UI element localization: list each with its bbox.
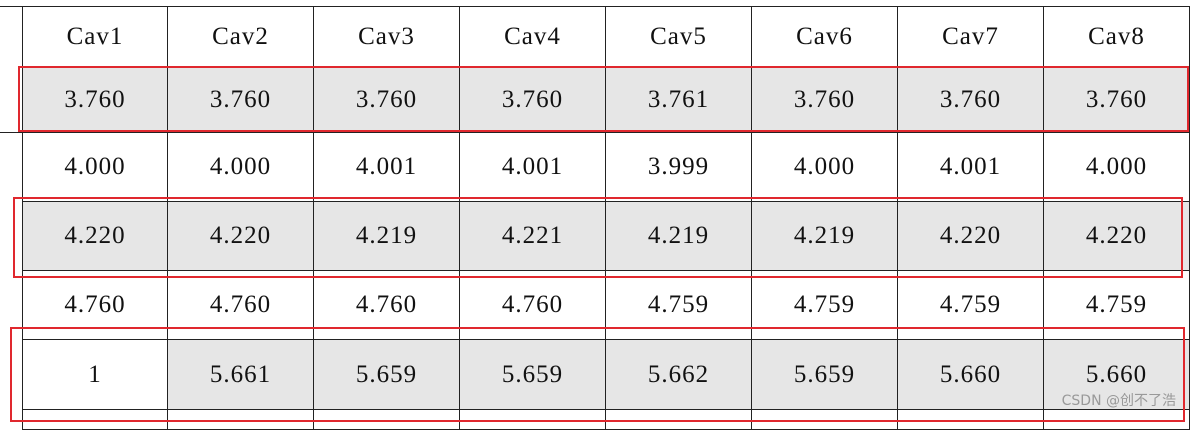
header-cell: Cav3 — [314, 6, 460, 68]
header-cell: Cav6 — [752, 6, 898, 68]
cell: 4.760 — [168, 271, 314, 340]
cell: 3.760 — [1044, 68, 1190, 133]
highlight-box — [10, 327, 1185, 422]
cell: 3.761 — [606, 68, 752, 133]
cell: 5.659 — [460, 340, 606, 410]
cell: 4.219 — [606, 202, 752, 271]
cell: 3.760 — [752, 68, 898, 133]
cell: 4.001 — [314, 133, 460, 202]
page: Cav1 Cav2 Cav3 Cav4 Cav5 Cav6 Cav7 Cav8 3.760 3.7… — [0, 6, 1190, 430]
highlight-box — [13, 197, 1183, 278]
cell: 4.760 — [460, 271, 606, 340]
cell: 4.759 — [752, 271, 898, 340]
cell: 3.760 — [168, 68, 314, 133]
cell: 5.661 — [168, 340, 314, 410]
cell: 3.999 — [606, 133, 752, 202]
header-cell: Cav5 — [606, 6, 752, 68]
highlight-box — [18, 66, 1189, 132]
grid-line — [0, 132, 22, 133]
cell: 4.219 — [752, 202, 898, 271]
cell: 5.660 — [1044, 340, 1190, 410]
cell: 4.001 — [460, 133, 606, 202]
cell: 4.220 — [22, 202, 168, 271]
header-cell: Cav4 — [460, 6, 606, 68]
cell: 3.760 — [898, 68, 1044, 133]
cell: 4.220 — [168, 202, 314, 271]
cell: 3.760 — [22, 68, 168, 133]
cell: 4.220 — [1044, 202, 1190, 271]
cell: 5.659 — [752, 340, 898, 410]
cell: 1 — [22, 340, 168, 410]
cell: 4.000 — [22, 133, 168, 202]
cell: 4.000 — [1044, 133, 1190, 202]
cell: 4.760 — [314, 271, 460, 340]
cell: 4.759 — [898, 271, 1044, 340]
cell: 4.221 — [460, 202, 606, 271]
cell: 5.662 — [606, 340, 752, 410]
cell: 3.760 — [460, 68, 606, 133]
cell: 4.760 — [22, 271, 168, 340]
cell: 4.000 — [752, 133, 898, 202]
header-cell: Cav8 — [1044, 6, 1190, 68]
header-cell: Cav7 — [898, 6, 1044, 68]
cell: 3.760 — [314, 68, 460, 133]
cell: 4.001 — [898, 133, 1044, 202]
cell: 4.220 — [898, 202, 1044, 271]
cell: 4.219 — [314, 202, 460, 271]
cell: 5.659 — [314, 340, 460, 410]
grid-line — [0, 6, 22, 7]
header-cell: Cav2 — [168, 6, 314, 68]
cell: 4.759 — [606, 271, 752, 340]
watermark: CSDN @创不了浩 — [1061, 393, 1176, 409]
header-cell: Cav1 — [22, 6, 168, 68]
cell: 5.660 — [898, 340, 1044, 410]
cell: 4.000 — [168, 133, 314, 202]
